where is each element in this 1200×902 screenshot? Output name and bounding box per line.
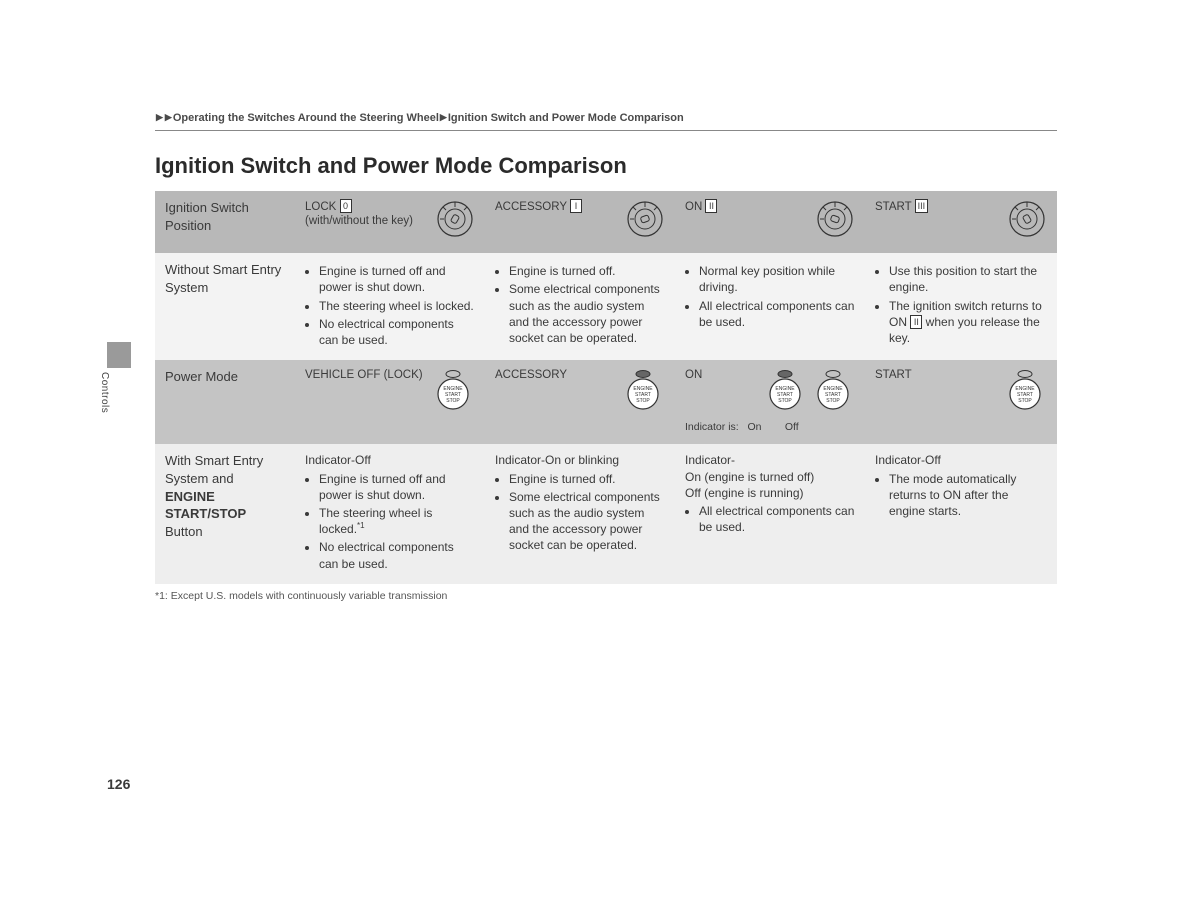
indicator-subline: Off (engine is running) — [685, 485, 855, 501]
cell-acc-with: Indicator-On or blinking Engine is turne… — [485, 444, 675, 583]
bullet-item: Engine is turned off. — [509, 263, 665, 279]
breadcrumb-part: Operating the Switches Around the Steeri… — [173, 112, 439, 124]
bullet-list: Engine is turned off. Some electrical co… — [495, 471, 665, 554]
cell-start-with: Indicator-Off The mode automatically ret… — [865, 444, 1057, 583]
col-header-pm-start: START ENGINESTARTSTOP — [865, 360, 1057, 444]
indicator-subline: On (engine is turned off) — [685, 469, 855, 485]
col-label: ACCESSORY — [495, 201, 567, 213]
svg-text:STOP: STOP — [636, 398, 650, 404]
indicator-state: Indicator-Off — [305, 452, 475, 468]
side-tab — [107, 342, 131, 368]
cell-accessory-without: Engine is turned off. Some electrical co… — [485, 253, 675, 360]
bullet-item: The ignition switch returns to ON II whe… — [889, 298, 1047, 347]
ignition-dial-icon — [1007, 199, 1047, 243]
col-label: LOCK — [305, 201, 336, 213]
bullet-list: Use this position to start the engine. T… — [875, 263, 1047, 346]
row-header-with-smart: With Smart Entry System and ENGINE START… — [155, 444, 295, 583]
row-header-power-mode: Power Mode — [155, 360, 295, 444]
svg-text:STOP: STOP — [446, 398, 460, 404]
chevron-icon: ▶ — [165, 112, 172, 123]
bullet-item: Some electrical components such as the a… — [509, 489, 665, 554]
ignition-dial-icon — [435, 199, 475, 243]
svg-text:STOP: STOP — [778, 398, 792, 404]
chevron-icon: ▶ — [440, 112, 447, 123]
col-label: ON — [685, 368, 702, 382]
bullet-item: No electrical components can be used. — [319, 316, 475, 348]
bullet-item: The steering wheel is locked.*1 — [319, 505, 475, 537]
col-header-pm-on: ON ENGINESTARTSTOP ENGINESTARTSTOP Indic… — [675, 360, 865, 444]
col-label: ACCESSORY — [495, 368, 567, 382]
position-box-icon: I — [570, 199, 582, 213]
bullet-list: Normal key position while driving. All e… — [685, 263, 855, 330]
cell-on-without: Normal key position while driving. All e… — [675, 253, 865, 360]
col-header-vehicle-off: VEHICLE OFF (LOCK) ENGINESTARTSTOP — [295, 360, 485, 444]
page-title: Ignition Switch and Power Mode Compariso… — [155, 153, 1057, 179]
cell-on-with: Indicator- On (engine is turned off) Off… — [675, 444, 865, 583]
footnote: *1: Except U.S. models with continuously… — [155, 590, 1057, 602]
side-section-label: Controls — [99, 372, 110, 413]
bullet-item: The steering wheel is locked. — [319, 298, 475, 314]
col-label: START — [875, 368, 912, 382]
svg-text:STOP: STOP — [1018, 398, 1032, 404]
bullet-list: Engine is turned off and power is shut d… — [305, 471, 475, 572]
indicator-state: Indicator- — [685, 452, 855, 468]
bullet-item: All electrical components can be used. — [699, 298, 855, 330]
manual-page: ▶▶Operating the Switches Around the Stee… — [155, 112, 1057, 602]
comparison-table: Ignition Switch Position LOCK 0 (with/wi… — [155, 191, 1057, 584]
col-label: START — [875, 201, 911, 213]
cell-off-with: Indicator-Off Engine is turned off and p… — [295, 444, 485, 583]
page-number: 126 — [107, 776, 130, 792]
col-header-accessory: ACCESSORY I — [485, 191, 675, 253]
col-label: VEHICLE OFF (LOCK) — [305, 368, 423, 382]
col-header-start: START III — [865, 191, 1057, 253]
bullet-item: Use this position to start the engine. — [889, 263, 1047, 295]
breadcrumb: ▶▶Operating the Switches Around the Stee… — [155, 112, 1057, 131]
cell-start-without: Use this position to start the engine. T… — [865, 253, 1057, 360]
bullet-item: All electrical components can be used. — [699, 503, 855, 535]
bullet-item: Engine is turned off and power is shut d… — [319, 471, 475, 503]
bullet-list: Engine is turned off and power is shut d… — [305, 263, 475, 348]
chevron-icon: ▶ — [156, 112, 163, 123]
bullet-list: Engine is turned off. Some electrical co… — [495, 263, 665, 346]
row-header-ignition-position: Ignition Switch Position — [155, 191, 295, 253]
bullet-item: No electrical components can be used. — [319, 539, 475, 571]
bullet-item: Some electrical components such as the a… — [509, 281, 665, 346]
indicator-legend: Indicator is: On Off — [685, 414, 855, 434]
col-header-on: ON II — [675, 191, 865, 253]
bullet-item: Normal key position while driving. — [699, 263, 855, 295]
engine-start-stop-icon: ENGINESTARTSTOP — [433, 368, 473, 414]
col-header-pm-accessory: ACCESSORY ENGINESTARTSTOP — [485, 360, 675, 444]
row-header-without-smart: Without Smart Entry System — [155, 253, 295, 360]
bullet-list: All electrical components can be used. — [685, 503, 855, 535]
col-sublabel: (with/without the key) — [305, 215, 413, 227]
ignition-dial-icon — [625, 199, 665, 243]
engine-start-stop-icon: ENGINESTARTSTOP — [813, 368, 853, 414]
position-box-icon: 0 — [340, 199, 352, 213]
breadcrumb-part: Ignition Switch and Power Mode Compariso… — [448, 112, 684, 124]
ignition-dial-icon — [815, 199, 855, 243]
engine-start-stop-icon: ENGINESTARTSTOP — [1005, 368, 1045, 414]
footnote-ref: *1 — [357, 521, 365, 530]
position-box-icon: III — [915, 199, 929, 213]
bullet-item: Engine is turned off and power is shut d… — [319, 263, 475, 295]
position-box-icon: II — [910, 315, 922, 329]
engine-start-stop-icon: ENGINESTARTSTOP — [623, 368, 663, 414]
engine-start-stop-icon: ENGINESTARTSTOP — [765, 368, 805, 414]
col-header-lock: LOCK 0 (with/without the key) — [295, 191, 485, 253]
indicator-state: Indicator-Off — [875, 452, 1047, 468]
svg-text:STOP: STOP — [826, 398, 840, 404]
col-label: ON — [685, 201, 702, 213]
cell-lock-without: Engine is turned off and power is shut d… — [295, 253, 485, 360]
bullet-item: Engine is turned off. — [509, 471, 665, 487]
bullet-list: The mode automatically returns to ON aft… — [875, 471, 1047, 520]
position-box-icon: II — [705, 199, 717, 213]
bullet-item: The mode automatically returns to ON aft… — [889, 471, 1047, 520]
indicator-state: Indicator-On or blinking — [495, 452, 665, 468]
